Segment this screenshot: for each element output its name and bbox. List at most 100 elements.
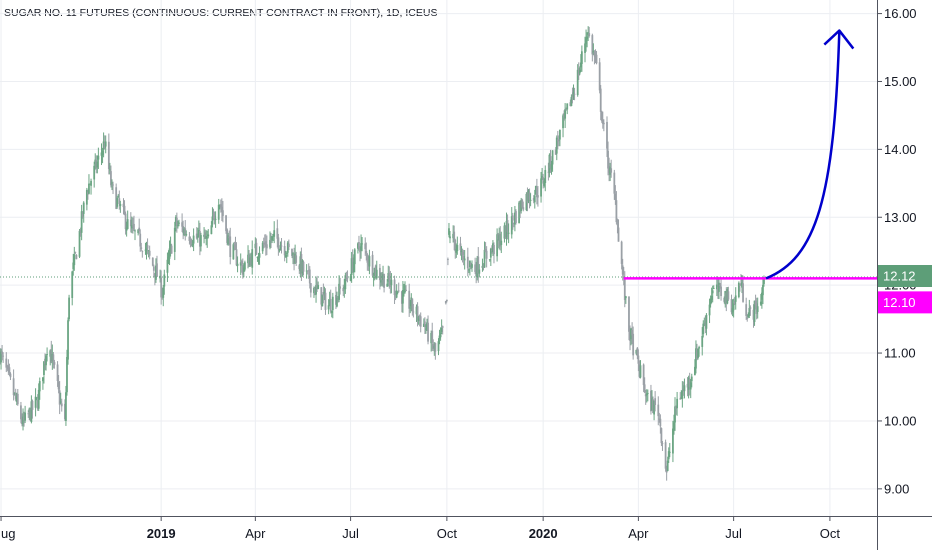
- candle-body: [73, 254, 76, 266]
- candle: [286, 241, 289, 257]
- candle: [250, 252, 253, 267]
- candle-body: [683, 385, 686, 392]
- candle-body: [551, 150, 554, 165]
- candle: [329, 289, 332, 314]
- candle: [234, 236, 237, 251]
- candle-body: [562, 115, 564, 129]
- candle-body: [79, 229, 82, 233]
- candle-body: [547, 171, 550, 173]
- candle-body: [723, 297, 726, 302]
- candle-body: [227, 235, 230, 245]
- candle-body: [762, 284, 764, 296]
- candle: [156, 255, 158, 277]
- candle: [526, 187, 529, 212]
- candle: [298, 263, 301, 274]
- candle-body: [754, 300, 757, 306]
- candle: [652, 396, 654, 414]
- candle: [13, 392, 16, 396]
- candle-body: [614, 193, 617, 201]
- candle-body: [112, 184, 114, 186]
- candle: [251, 240, 254, 275]
- candle: [153, 273, 156, 286]
- candle: [168, 240, 171, 266]
- candle: [396, 291, 399, 295]
- candle: [24, 405, 27, 424]
- candle: [417, 315, 420, 325]
- candle: [278, 248, 281, 253]
- candle-body: [270, 240, 272, 242]
- candle-body: [422, 323, 425, 327]
- candle-body: [12, 378, 15, 396]
- candle: [75, 254, 78, 260]
- candle: [679, 392, 682, 400]
- candle-body: [52, 354, 55, 362]
- candle-body: [741, 282, 743, 288]
- candle-body: [140, 247, 143, 249]
- candle-body: [396, 291, 399, 293]
- candle: [734, 287, 737, 310]
- candle: [249, 253, 252, 268]
- candle-body: [285, 253, 288, 254]
- candle-body: [505, 220, 508, 237]
- candle-body: [328, 299, 331, 307]
- candle-body: [299, 256, 302, 271]
- candle: [159, 269, 162, 283]
- candle: [196, 227, 199, 243]
- candle-body: [147, 250, 150, 252]
- candle-body: [459, 243, 462, 251]
- candle: [93, 161, 96, 188]
- candle-body: [571, 95, 574, 97]
- candle-body: [651, 398, 653, 411]
- candle: [352, 254, 355, 279]
- candle: [513, 205, 516, 232]
- candle-body: [543, 181, 546, 186]
- candle-body: [198, 231, 201, 247]
- candle: [566, 103, 569, 115]
- candle: [309, 283, 312, 298]
- candle-body: [449, 236, 451, 239]
- candle-body: [417, 316, 420, 321]
- candle-body: [235, 249, 238, 266]
- candle: [388, 266, 391, 289]
- candle-body: [474, 264, 477, 272]
- candle: [138, 218, 141, 234]
- candle: [306, 270, 309, 275]
- candle-body: [78, 230, 81, 257]
- candle-body: [654, 398, 657, 405]
- candle-body: [454, 239, 457, 252]
- projection-arrow-curve[interactable]: [765, 30, 841, 280]
- candle-body: [440, 327, 443, 332]
- candle-body: [36, 400, 39, 409]
- candle: [232, 242, 235, 260]
- candle: [353, 248, 356, 273]
- support-level-badge: 12.10: [878, 291, 932, 314]
- candle-body: [175, 217, 178, 226]
- candle: [110, 165, 112, 188]
- candle: [540, 171, 542, 203]
- candle-body: [704, 322, 707, 327]
- candle-body: [570, 97, 573, 106]
- candle-body: [382, 274, 384, 280]
- candle: [478, 264, 481, 278]
- candle: [316, 275, 319, 292]
- candle-body: [183, 229, 186, 235]
- candle-body: [185, 234, 188, 236]
- candle: [31, 399, 34, 419]
- candle-body: [133, 223, 135, 230]
- candle: [94, 153, 97, 170]
- candle: [73, 246, 76, 271]
- candle-body: [306, 270, 309, 272]
- candle-body: [499, 233, 502, 247]
- candle: [587, 26, 590, 41]
- candle-body: [196, 236, 199, 238]
- candle-body: [747, 314, 750, 317]
- candle-body: [366, 254, 369, 263]
- candle-body: [301, 260, 304, 274]
- candle: [42, 377, 44, 390]
- candle-body: [63, 403, 66, 420]
- candle-body: [360, 243, 362, 251]
- candle: [462, 249, 465, 266]
- candle-body: [572, 92, 575, 97]
- candle-body: [308, 269, 311, 284]
